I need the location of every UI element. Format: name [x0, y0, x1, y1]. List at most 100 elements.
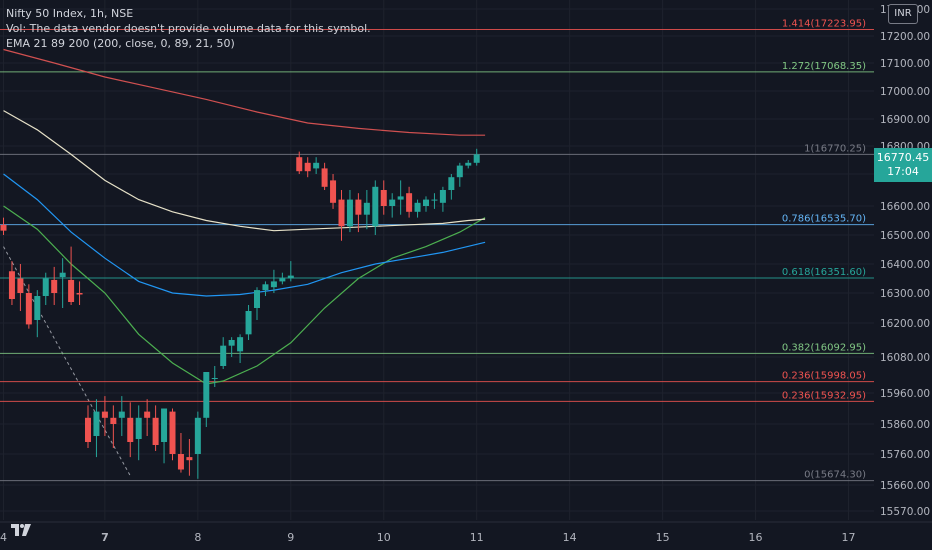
y-tick-label: 16600.00 [880, 201, 930, 213]
candle-body [254, 290, 260, 308]
x-tick-label: 4 [0, 531, 7, 544]
candle-body [228, 340, 235, 346]
y-tick-label: 16500.00 [880, 230, 930, 242]
candle-body [85, 417, 91, 442]
candle-body [389, 199, 396, 206]
fib-level-label: 1.414(17223.95) [782, 19, 866, 30]
x-tick-label: 14 [563, 531, 577, 544]
candle-body [245, 311, 252, 335]
candle-body [465, 162, 472, 166]
y-tick-label: 16900.00 [880, 114, 930, 126]
x-tick-label: 10 [377, 531, 391, 544]
candle-body [59, 272, 66, 278]
fib-level-label: 0.382(16092.95) [782, 342, 866, 353]
candle-body [8, 271, 15, 299]
x-tick-label: 8 [194, 531, 201, 544]
candle-body [406, 193, 413, 212]
x-tick-label: 16 [749, 531, 763, 544]
candle-body [194, 417, 201, 454]
candle-body [211, 378, 218, 379]
candle-body [313, 162, 320, 169]
candle-body [25, 293, 32, 325]
candle-body [338, 199, 345, 227]
candle-body [220, 345, 227, 366]
y-tick-label: 16200.00 [880, 318, 930, 330]
candle-body [0, 224, 7, 231]
candle-body [296, 157, 303, 172]
candle-body [397, 196, 404, 200]
y-tick-label: 17200.00 [880, 31, 930, 43]
y-tick-label: 16400.00 [880, 259, 930, 271]
candle-body [135, 417, 142, 439]
candle-body [51, 279, 58, 293]
x-tick-label: 15 [656, 531, 670, 544]
candle-body [380, 190, 387, 206]
x-tick-label: 9 [287, 531, 294, 544]
fib-level-label: 0.786(16535.70) [782, 214, 866, 225]
x-tick-label: 17 [842, 531, 856, 544]
y-tick-label: 15760.00 [880, 449, 930, 461]
ma-line [3, 110, 486, 232]
y-tick-label: 17100.00 [880, 58, 930, 70]
candle-body [152, 417, 159, 445]
fib-level-label: 1.272(17068.35) [782, 61, 866, 72]
time-axis-panel [0, 522, 874, 550]
candle-body [262, 284, 269, 291]
chart-legend: Nifty 50 Index, 1h, NSE Vol: The data ve… [6, 6, 371, 51]
last-price-tag: 16770.45 17:04 [874, 148, 932, 182]
ema-line[interactable]: EMA 21 89 200 (200, close, 0, 89, 21, 50… [6, 37, 235, 50]
trend-line [3, 246, 131, 476]
price-axis-panel [874, 0, 932, 550]
candle-body [177, 454, 184, 470]
bar-countdown: 17:04 [887, 165, 919, 178]
candle-body [110, 417, 117, 424]
fib-level-label: 0.236(15932.95) [782, 390, 866, 401]
candle-body [423, 199, 429, 206]
candle-body [456, 165, 463, 178]
candle-body [321, 168, 328, 187]
last-price: 16770.45 [876, 151, 930, 164]
candle-body [330, 180, 337, 203]
candle-body [68, 279, 75, 302]
candle-body [346, 199, 353, 227]
candle-body [203, 372, 210, 418]
candle-body [42, 278, 49, 296]
x-tick-label: 11 [470, 531, 484, 544]
candle-body [439, 190, 446, 203]
candle-body [161, 408, 168, 442]
fib-level-label: 1(16770.25) [804, 143, 866, 154]
ma-line [3, 173, 486, 297]
candle-body [431, 199, 438, 201]
fib-level-label: 0(15674.30) [804, 470, 866, 481]
candle-body [101, 411, 108, 418]
candle-body [17, 278, 24, 293]
candle-body [473, 154, 480, 163]
y-tick-label: 15860.00 [880, 419, 930, 431]
candle-body [355, 199, 362, 215]
candle-body [448, 177, 455, 190]
volume-line: Vol: The data vendor doesn't provide vol… [6, 22, 371, 35]
candle-body [34, 296, 41, 320]
y-tick-label: 15960.00 [880, 388, 930, 400]
candle-body [372, 186, 379, 227]
currency-badge[interactable]: INR [888, 4, 918, 24]
candle-body [127, 417, 134, 442]
candle-body [287, 275, 294, 279]
symbol-line[interactable]: Nifty 50 Index, 1h, NSE [6, 7, 134, 20]
candle-body [237, 337, 244, 352]
y-tick-label: 16300.00 [880, 288, 930, 300]
fib-level-label: 0.618(16351.60) [782, 267, 866, 278]
y-tick-label: 17000.00 [880, 86, 930, 98]
ma-line [3, 205, 486, 385]
y-tick-label: 15570.00 [880, 506, 930, 518]
ma-line [3, 48, 486, 136]
candle-body [118, 411, 125, 418]
tradingview-logo-icon[interactable] [10, 520, 32, 540]
candle-body [363, 202, 370, 215]
candle-body [279, 278, 286, 282]
candle-body [144, 411, 151, 418]
candle-body [270, 281, 277, 288]
candle-body [304, 162, 311, 172]
